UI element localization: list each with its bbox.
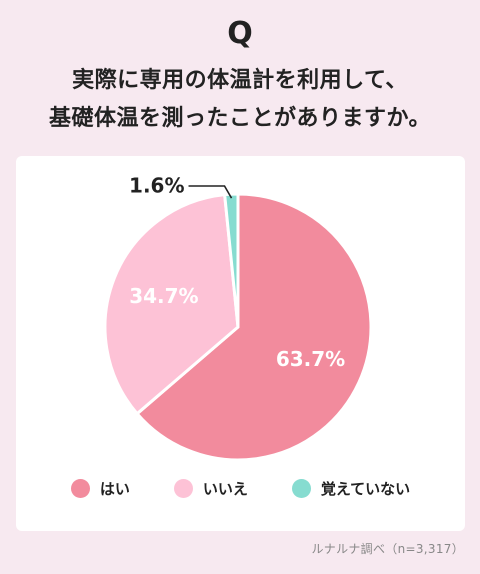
slice-label-yes: 63.7%	[276, 347, 345, 371]
q-mark: Q	[227, 16, 253, 51]
slice-dont-remember	[223, 192, 240, 329]
question-line-1: 実際に専用の体温計を利用して、	[72, 68, 408, 93]
slice-no	[103, 193, 240, 416]
question-title: 実際に専用の体温計を利用して、 基礎体温を測ったことがありますか。	[0, 62, 480, 138]
question-line-2: 基礎体温を測ったことがありますか。	[48, 106, 432, 131]
legend: はい いいえ 覚えていない	[16, 478, 465, 499]
legend-label-dont-remember: 覚えていない	[320, 480, 411, 498]
legend-item-dont-remember: 覚えていない	[291, 478, 411, 499]
legend-item-no: いいえ	[173, 478, 248, 499]
pie-chart: 63.7% 34.7% 1.6%	[103, 174, 373, 462]
chart-card: 63.7% 34.7% 1.6% はい いいえ 覚えていない	[16, 156, 465, 531]
slice-leader-line-dont-remember	[188, 185, 233, 199]
slice-label-no: 34.7%	[129, 284, 198, 308]
source-note: ルナルナ調べ（n=3,317）	[311, 542, 464, 556]
legend-swatch-dont-remember	[291, 479, 311, 498]
legend-label-no: いいえ	[202, 480, 248, 498]
legend-swatch-yes	[70, 479, 90, 498]
legend-item-yes: はい	[70, 478, 130, 499]
slice-label-dont-remember: 1.6%	[129, 174, 184, 198]
slice-yes	[135, 192, 373, 462]
legend-swatch-no	[173, 479, 193, 498]
legend-label-yes: はい	[99, 480, 130, 498]
